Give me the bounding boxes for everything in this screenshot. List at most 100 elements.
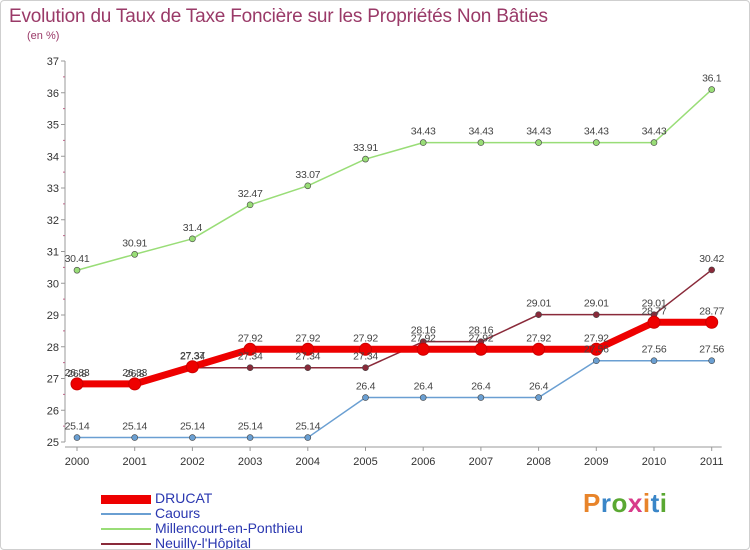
data-point [304, 182, 312, 190]
data-label: 26.8 [125, 368, 145, 380]
data-label: 29.01 [526, 298, 551, 310]
x-tick-label: 2002 [180, 456, 204, 468]
data-point [362, 364, 369, 372]
data-label: 32.47 [238, 188, 263, 200]
data-point [650, 139, 658, 146]
x-tick-label: 2003 [238, 456, 262, 468]
data-label: 25.14 [122, 421, 147, 433]
legend-swatch-millencourt [101, 528, 151, 530]
data-label: 27.92 [295, 332, 320, 344]
data-point [589, 342, 603, 356]
data-label: 30.91 [122, 237, 147, 249]
data-point [131, 434, 138, 441]
data-point [246, 201, 254, 209]
data-label: 33.91 [353, 142, 378, 154]
data-label: 29.01 [584, 298, 609, 310]
data-point [708, 86, 716, 93]
data-label: 25.14 [65, 421, 90, 433]
x-tick-label: 2004 [296, 456, 320, 468]
legend-label-neuilly: Neuilly-l'Hôpital [155, 535, 252, 550]
data-label: 28.16 [411, 325, 436, 337]
legend-swatch-caours [101, 513, 151, 515]
data-label: 27.37 [180, 350, 205, 362]
data-label: 34.43 [469, 126, 494, 138]
logo-letter: t [650, 488, 660, 518]
data-label: 27.92 [526, 332, 551, 344]
data-point [708, 357, 716, 365]
data-label: 27.56 [642, 344, 667, 356]
data-label: 34.43 [411, 126, 436, 138]
logo-letter: o [611, 488, 628, 518]
y-tick-label: 25 [47, 437, 59, 449]
logo-letter: i [659, 488, 668, 518]
data-point [301, 342, 315, 356]
legend-label-caours: Caours [155, 505, 201, 521]
data-label: 27.56 [699, 344, 724, 356]
data-label: 26.4 [471, 381, 491, 393]
x-tick-label: 2007 [469, 456, 493, 468]
data-point [708, 266, 716, 274]
data-point [592, 357, 600, 365]
data-point [535, 139, 542, 146]
series-line-0 [77, 318, 712, 388]
unit-label: (en %) [27, 30, 60, 42]
data-label: 27.92 [411, 332, 436, 344]
data-label: 27.92 [353, 332, 378, 344]
y-tick-label: 29 [47, 310, 59, 322]
data-point [304, 434, 312, 441]
data-point [532, 342, 546, 356]
data-point [592, 139, 600, 146]
y-tick-label: 28 [47, 342, 59, 354]
data-label: 29.01 [642, 298, 667, 310]
y-tick-label: 30 [47, 278, 59, 290]
data-point [128, 377, 142, 391]
data-label: 27.34 [353, 351, 378, 363]
y-tick-label: 32 [47, 215, 59, 227]
data-label: 26.4 [529, 381, 549, 393]
data-point [359, 342, 372, 356]
data-point [419, 139, 427, 146]
data-point [705, 315, 719, 329]
data-label: 26.4 [414, 381, 434, 393]
y-tick-label: 27 [47, 374, 59, 386]
data-label: 26.83 [65, 367, 90, 379]
x-tick-label: 2011 [700, 456, 724, 468]
data-label: 26.8 [67, 368, 87, 380]
series-line-1 [77, 359, 712, 439]
data-point [73, 266, 81, 274]
x-tick-label: 2000 [65, 456, 89, 468]
data-label: 26.83 [122, 367, 147, 379]
data-label: 27.34 [238, 351, 263, 363]
data-point [592, 311, 600, 318]
data-point [243, 342, 257, 356]
data-label: 30.42 [699, 253, 724, 265]
legend-label-drucat: DRUCAT [155, 490, 213, 506]
data-point [535, 311, 542, 318]
legend-label-millencourt: Millencourt-en-Ponthieu [155, 520, 303, 536]
data-point [416, 342, 430, 356]
logo-letter: P [583, 488, 601, 518]
proxiti-logo: Proxiti [583, 488, 667, 519]
logo-letter: i [642, 488, 651, 518]
x-tick-label: 2005 [353, 456, 377, 468]
data-label: 27.92 [469, 332, 494, 344]
data-point [362, 155, 369, 163]
x-tick-label: 2009 [584, 456, 608, 468]
data-point [362, 394, 369, 401]
data-point [70, 377, 84, 391]
y-tick-label: 34 [47, 151, 59, 163]
x-tick-label: 2008 [526, 456, 550, 468]
x-tick-label: 2010 [642, 456, 666, 468]
data-label: 30.41 [65, 253, 90, 265]
data-label: 27.34 [295, 351, 320, 363]
series-line-2 [76, 89, 713, 271]
data-point [419, 394, 427, 401]
series-line-3 [77, 269, 713, 386]
data-label: 25.14 [180, 421, 205, 433]
data-point [304, 364, 312, 372]
data-point [246, 364, 254, 372]
data-point [474, 342, 488, 356]
data-point [73, 434, 81, 441]
